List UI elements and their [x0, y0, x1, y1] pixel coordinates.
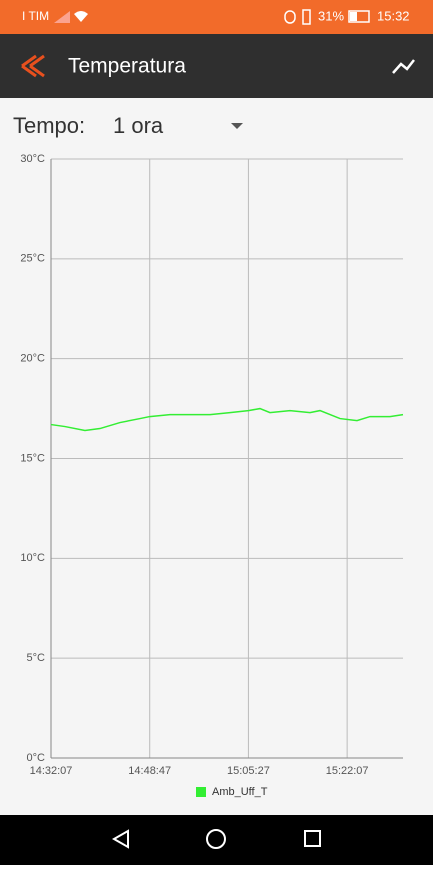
y-tick-label: 5°C: [27, 652, 46, 664]
line: [50, 407, 404, 432]
wifi-icon: [74, 11, 88, 22]
recents-button[interactable]: [304, 830, 321, 847]
y-tick-label: 20°C: [20, 353, 45, 365]
battery-fill: [350, 12, 357, 21]
back-button[interactable]: [111, 829, 129, 849]
carrier: I TIM: [22, 9, 49, 23]
filter-label: Tempo:: [13, 113, 85, 138]
x-tick-label: 14:48:47: [128, 765, 171, 777]
signal-icon: [54, 11, 70, 23]
alarm-icon: [284, 10, 296, 24]
filter-value[interactable]: 1 ora: [113, 113, 164, 138]
x-tick-label: 14:32:07: [30, 765, 73, 777]
battery-level: 31%: [318, 8, 344, 23]
legend-label: Amb_Uff_T: [212, 786, 268, 798]
nav-bar: [0, 815, 433, 865]
y-tick-label: 15°C: [20, 452, 45, 464]
clock: 15:32: [377, 8, 410, 23]
app-logo: [21, 54, 45, 78]
battery-icon: [348, 10, 370, 23]
home-button[interactable]: [206, 829, 226, 849]
y-tick-label: 25°C: [20, 253, 45, 265]
plot: 0°C 5°C 10°C 15°C 20°C 25°C 30°C 14:32:07 14:48:…: [20, 153, 404, 798]
x-tick-label: 15:05:27: [227, 765, 270, 777]
app-title: Temperatura: [68, 55, 186, 78]
status-bar: [0, 0, 433, 34]
chart-type-button[interactable]: [392, 59, 415, 74]
y-tick-label: 0°C: [27, 752, 46, 764]
x-tick-label: 15:22:07: [326, 765, 369, 777]
y-tick-label: 10°C: [20, 552, 45, 564]
legend-swatch: [196, 787, 206, 797]
app-bar: [0, 34, 433, 98]
dropdown-arrow[interactable]: [231, 123, 243, 129]
y-tick-label: 30°C: [20, 153, 45, 165]
vibrate-icon: [302, 9, 311, 25]
